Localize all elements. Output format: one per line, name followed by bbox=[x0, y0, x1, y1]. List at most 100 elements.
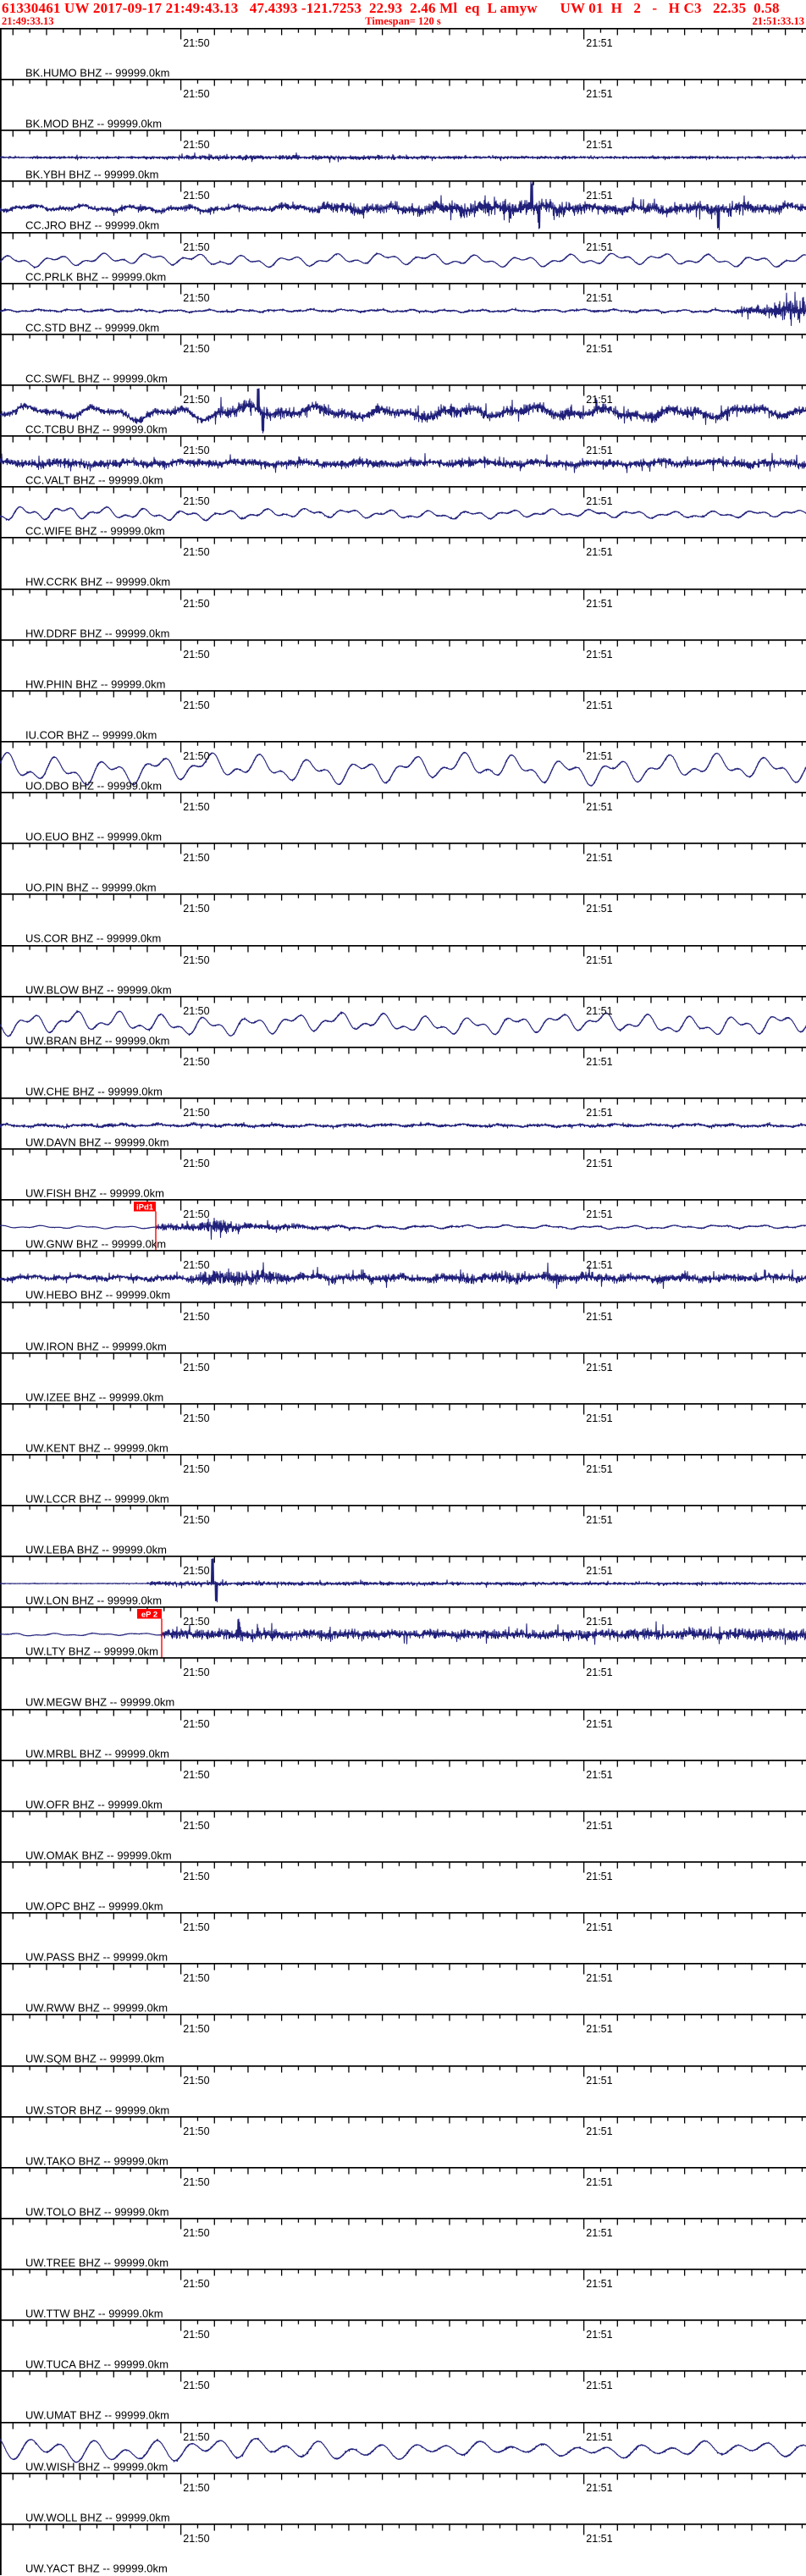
trace-row[interactable]: 21:50 21:51 UW.TOLO BHZ -- 99999.0km bbox=[0, 2166, 806, 2219]
frame-left-edge bbox=[0, 1708, 2, 1761]
trace-row[interactable]: 21:50 21:51 BK.MOD BHZ -- 99999.0km bbox=[0, 79, 806, 131]
time-axis-ticks bbox=[12, 2371, 803, 2382]
trace-row[interactable]: 21:50 21:51 UW.YACT BHZ -- 99999.0km bbox=[0, 2523, 806, 2575]
frame-left-edge bbox=[0, 1148, 2, 1201]
trace-row[interactable]: 21:50 21:51 UW.KENT BHZ -- 99999.0km bbox=[0, 1402, 806, 1455]
row-boundary-line bbox=[0, 2370, 806, 2373]
time-tick-label: 21:50 bbox=[183, 343, 209, 355]
time-tick-label: 21:50 bbox=[183, 1259, 209, 1271]
trace-row[interactable]: 21:50 21:51 CC.JRO BHZ -- 99999.0km bbox=[0, 180, 806, 233]
trace-row[interactable]: 21:50 21:51 UW.BRAN BHZ -- 99999.0km bbox=[0, 995, 806, 1048]
row-boundary-line bbox=[0, 2166, 806, 2169]
time-tick-label: 21:50 bbox=[183, 2431, 209, 2443]
trace-row[interactable]: 21:50 21:51 UW.WISH BHZ -- 99999.0km bbox=[0, 2421, 806, 2474]
time-tick-label: 21:51 bbox=[586, 394, 612, 406]
station-label: UW.LCCR BHZ -- 99999.0km bbox=[25, 1492, 169, 1505]
row-boundary-line bbox=[0, 2421, 806, 2424]
trace-row[interactable]: 21:50 21:51 HW.DDRF BHZ -- 99999.0km bbox=[0, 588, 806, 640]
time-tick-label: 21:51 bbox=[586, 1463, 612, 1475]
row-boundary-line bbox=[0, 486, 806, 488]
trace-row[interactable]: 21:50 21:51 CC.TCBU BHZ -- 99999.0km bbox=[0, 384, 806, 436]
time-tick-label: 21:50 bbox=[183, 2227, 209, 2239]
trace-row[interactable]: 21:50 21:51 UW.LEBA BHZ -- 99999.0km bbox=[0, 1505, 806, 1557]
trace-row[interactable]: 21:50 21:51 UW.IRON BHZ -- 99999.0km bbox=[0, 1301, 806, 1353]
trace-row[interactable]: 21:50 21:51 UW.UMAT BHZ -- 99999.0km bbox=[0, 2370, 806, 2423]
row-boundary-line bbox=[0, 231, 806, 234]
row-canvas: 21:50 21:51 UW.TUCA BHZ -- 99999.0km bbox=[0, 2319, 806, 2372]
row-canvas: 21:50 21:51 UW.TTW BHZ -- 99999.0km bbox=[0, 2269, 806, 2321]
trace-row[interactable]: 21:50 21:51 CC.STD BHZ -- 99999.0km bbox=[0, 282, 806, 334]
time-axis-ticks bbox=[12, 181, 803, 192]
time-axis-ticks bbox=[12, 1913, 803, 1924]
frame-left-edge bbox=[0, 2523, 2, 2575]
trace-row[interactable]: 21:50 21:51 UW.OFR BHZ -- 99999.0km bbox=[0, 1759, 806, 1811]
frame-left-edge bbox=[0, 130, 2, 182]
time-tick-label: 21:50 bbox=[183, 394, 209, 406]
trace-row[interactable]: 21:50 21:51 CC.PRLK BHZ -- 99999.0km bbox=[0, 231, 806, 284]
trace-row[interactable]: 21:50 21:51 UW.SQM BHZ -- 99999.0km bbox=[0, 2014, 806, 2066]
frame-left-edge bbox=[0, 486, 2, 539]
trace-row[interactable]: 21:50 21:51 UW.MRBL BHZ -- 99999.0km bbox=[0, 1708, 806, 1761]
row-boundary-line bbox=[0, 130, 806, 131]
trace-row[interactable]: 21:50 21:51 UW.OMAK BHZ -- 99999.0km bbox=[0, 1810, 806, 1862]
station-label: CC.PRLK BHZ -- 99999.0km bbox=[25, 270, 166, 283]
frame-left-edge bbox=[0, 231, 2, 284]
trace-row[interactable]: 21:50 21:51 eP 2 UW.LTY BHZ -- 99999.0km bbox=[0, 1606, 806, 1659]
row-canvas: 21:50 21:51 UW.PASS BHZ -- 99999.0km bbox=[0, 1912, 806, 1965]
trace-row[interactable]: 21:50 21:51 UW.HEBO BHZ -- 99999.0km bbox=[0, 1250, 806, 1302]
time-tick-label: 21:51 bbox=[586, 241, 612, 253]
station-label: UW.TTW BHZ -- 99999.0km bbox=[25, 2308, 163, 2320]
trace-row[interactable]: 21:50 21:51 UW.IZEE BHZ -- 99999.0km bbox=[0, 1352, 806, 1404]
time-tick-label: 21:51 bbox=[586, 1005, 612, 1017]
time-tick-label: 21:51 bbox=[586, 1616, 612, 1628]
trace-row[interactable]: 21:50 21:51 BK.HUMO BHZ -- 99999.0km bbox=[0, 28, 806, 80]
trace-row[interactable]: 21:50 21:51 UW.MEGW BHZ -- 99999.0km bbox=[0, 1657, 806, 1710]
phase-pick-flag[interactable]: eP 2 bbox=[137, 1609, 163, 1658]
time-tick-label: 21:51 bbox=[586, 88, 612, 100]
trace-row[interactable]: 21:50 21:51 UW.PASS BHZ -- 99999.0km bbox=[0, 1912, 806, 1965]
trace-row[interactable]: 21:50 21:51 UW.LON BHZ -- 99999.0km bbox=[0, 1556, 806, 1608]
phase-pick-flag[interactable]: iPd1 bbox=[134, 1202, 157, 1251]
trace-row[interactable]: 21:50 21:51 UW.STOR BHZ -- 99999.0km bbox=[0, 2065, 806, 2117]
time-tick-label: 21:50 bbox=[183, 1208, 209, 1220]
trace-row[interactable]: 21:50 21:51 UW.TTW BHZ -- 99999.0km bbox=[0, 2269, 806, 2321]
trace-row[interactable]: 21:50 21:51 CC.WIFE BHZ -- 99999.0km bbox=[0, 486, 806, 539]
waveform-trace bbox=[0, 181, 806, 231]
trace-row[interactable]: 21:50 21:51 UW.TAKO BHZ -- 99999.0km bbox=[0, 2115, 806, 2168]
time-tick-label: 21:51 bbox=[586, 1769, 612, 1781]
trace-row[interactable]: 21:50 21:51 UW.OPC BHZ -- 99999.0km bbox=[0, 1861, 806, 1914]
trace-row[interactable]: 21:50 21:51 HW.CCRK BHZ -- 99999.0km bbox=[0, 537, 806, 589]
row-boundary-line bbox=[0, 282, 806, 285]
row-canvas: 21:50 21:51 UW.LON BHZ -- 99999.0km bbox=[0, 1556, 806, 1608]
waveform-trace bbox=[0, 1121, 806, 1130]
trace-row[interactable]: 21:50 21:51 iPd1 UW.GNW BHZ -- 99999.0km bbox=[0, 1199, 806, 1252]
trace-row[interactable]: 21:50 21:51 UW.CHE BHZ -- 99999.0km bbox=[0, 1046, 806, 1098]
trace-row[interactable]: 21:50 21:51 CC.VALT BHZ -- 99999.0km bbox=[0, 435, 806, 488]
waveform-trace bbox=[0, 252, 806, 268]
station-label: UW.LEBA BHZ -- 99999.0km bbox=[25, 1544, 167, 1556]
trace-row[interactable]: 21:50 21:51 IU.COR BHZ -- 99999.0km bbox=[0, 689, 806, 742]
row-canvas: 21:50 21:51 BK.YBH BHZ -- 99999.0km bbox=[0, 130, 806, 182]
row-boundary-line bbox=[0, 1657, 806, 1660]
trace-row[interactable]: 21:50 21:51 HW.PHIN BHZ -- 99999.0km bbox=[0, 638, 806, 691]
row-canvas: 21:50 21:51 UW.IZEE BHZ -- 99999.0km bbox=[0, 1352, 806, 1404]
row-canvas: 21:50 21:51 CC.TCBU BHZ -- 99999.0km bbox=[0, 384, 806, 436]
time-tick-label: 21:51 bbox=[586, 2533, 612, 2545]
trace-row[interactable]: 21:50 21:51 UW.WOLL BHZ -- 99999.0km bbox=[0, 2472, 806, 2524]
trace-row[interactable]: 21:50 21:51 UO.EUO BHZ -- 99999.0km bbox=[0, 792, 806, 844]
trace-row[interactable]: 21:50 21:51 UO.DBO BHZ -- 99999.0km bbox=[0, 740, 806, 793]
trace-row[interactable]: 21:50 21:51 CC.SWFL BHZ -- 99999.0km bbox=[0, 333, 806, 385]
trace-row[interactable]: 21:50 21:51 UW.TUCA BHZ -- 99999.0km bbox=[0, 2319, 806, 2372]
trace-row[interactable]: 21:50 21:51 UW.TREE BHZ -- 99999.0km bbox=[0, 2218, 806, 2270]
trace-row[interactable]: 21:50 21:51 UW.DAVN BHZ -- 99999.0km bbox=[0, 1097, 806, 1149]
trace-row[interactable]: 21:50 21:51 UW.RWW BHZ -- 99999.0km bbox=[0, 1963, 806, 2015]
trace-row[interactable]: 21:50 21:51 BK.YBH BHZ -- 99999.0km bbox=[0, 130, 806, 182]
trace-row[interactable]: 21:50 21:51 UO.PIN BHZ -- 99999.0km bbox=[0, 843, 806, 895]
trace-row[interactable]: 21:50 21:51 UW.FISH BHZ -- 99999.0km bbox=[0, 1148, 806, 1201]
row-canvas: 21:50 21:51 UO.DBO BHZ -- 99999.0km bbox=[0, 740, 806, 793]
trace-row[interactable]: 21:50 21:51 US.COR BHZ -- 99999.0km bbox=[0, 893, 806, 946]
trace-row[interactable]: 21:50 21:51 UW.LCCR BHZ -- 99999.0km bbox=[0, 1453, 806, 1506]
time-tick-label: 21:51 bbox=[586, 37, 612, 49]
trace-row[interactable]: 21:50 21:51 UW.BLOW BHZ -- 99999.0km bbox=[0, 944, 806, 997]
